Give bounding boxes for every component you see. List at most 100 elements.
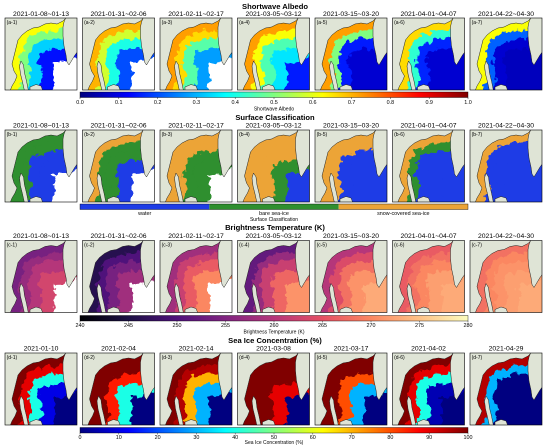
map-clip-group (82, 130, 155, 202)
panel-date-label: 2021-04-22~04-30 (478, 233, 534, 240)
kamchatka-land (295, 240, 310, 288)
map-frame-group: (b-5) (314, 129, 388, 203)
kamchatka-land (527, 353, 542, 401)
panel-frame (314, 17, 388, 91)
hokkaido-land (262, 306, 276, 313)
panel-frame (392, 17, 465, 91)
colorbar-tick-label: 0.5 (270, 100, 278, 106)
hokkaido-land (29, 419, 43, 425)
mainland-land (470, 130, 531, 202)
sakhalin-land (251, 172, 262, 202)
colorbar-outline (79, 91, 469, 98)
colorbar-tick-label: 1.0 (464, 100, 472, 106)
colorbar-tick-label: 275 (415, 323, 424, 329)
mainland-land (160, 18, 221, 90)
colorbar-tick-label: 0 (79, 435, 82, 441)
panel-frame (392, 352, 465, 426)
sakhalin-land (174, 283, 184, 313)
map-frame-group: (a-5) (314, 17, 388, 91)
panel-frame (82, 240, 155, 313)
colorbar-segment (338, 204, 468, 210)
map-clip-group (5, 130, 77, 202)
panel-label: (d-3) (162, 355, 173, 361)
hokkaido-land (417, 84, 431, 90)
panel-label: (a-6) (394, 20, 405, 26)
sakhalin-land (406, 395, 417, 425)
panel-date-label: 2021-02-11~02-17 (168, 123, 224, 130)
map-clip-group (392, 353, 465, 425)
map-clip-group (470, 240, 542, 313)
kamchatka-land (295, 18, 310, 66)
map-frame-group: (c-6) (392, 240, 465, 313)
colorbar-tick-label: 0.4 (231, 100, 239, 106)
mainland-land (392, 18, 454, 90)
panel-label: (d-1) (7, 355, 18, 361)
map-clip-group (392, 130, 465, 202)
map-frame-group: (d-5) (314, 352, 388, 426)
map-frame-group: (d-2) (82, 352, 155, 426)
colorbar-outline (79, 203, 469, 210)
panel-date-label: 2021-03-15~03-20 (323, 233, 379, 240)
kamchatka-land (372, 353, 387, 401)
colorbar-category-label: water (137, 211, 151, 217)
colorbar-tick-label: 30 (193, 435, 199, 441)
panel-label: (a-4) (239, 20, 250, 26)
map-clip-group (470, 353, 542, 425)
map-frame-group: (b-7) (469, 129, 543, 203)
map-frame-group: (c-1) (4, 240, 78, 313)
kamchatka-land (62, 130, 77, 178)
hokkaido-land (417, 306, 431, 313)
colorbar-tick-label: 270 (367, 323, 376, 329)
panel-label: (d-5) (317, 355, 328, 361)
mainland-land (5, 353, 66, 425)
panel-frame (469, 129, 543, 203)
panel-frame (82, 352, 155, 426)
kamchatka-land (217, 353, 232, 401)
map-panel: 2021-03-05~03-12 (b-4) (237, 123, 310, 203)
map-clip-group (5, 18, 77, 90)
map-frame-group: (a-4) (237, 17, 310, 91)
mainland-land (5, 18, 66, 90)
colorbar-tick-label: 0.9 (425, 100, 433, 106)
panel-label: (c-5) (317, 243, 328, 249)
map-clip-group (160, 240, 232, 313)
mainland-land (392, 240, 454, 313)
hokkaido-land (29, 196, 43, 202)
map-panel: 2021-04-01~04-07 (a-6) (392, 11, 465, 91)
mainland-land (470, 18, 531, 90)
hokkaido-land (184, 196, 198, 202)
mainland-land (82, 130, 144, 202)
map-panel: 2021-04-01~04-07 (b-6) (392, 123, 465, 203)
panel-date-label: 2021-03-05~03-12 (245, 123, 301, 130)
colorbar-tick-label: 10 (116, 435, 122, 441)
kamchatka-land (140, 18, 155, 66)
panel-date-label: 2021-03-08 (256, 346, 291, 353)
map-panel: 2021-02-11~02-17 (a-3) (159, 11, 233, 91)
sakhalin-land (96, 395, 107, 425)
mainland-land (5, 130, 66, 202)
map-clip-group (315, 130, 387, 202)
panel-label: (b-7) (472, 132, 483, 138)
kamchatka-land (372, 130, 387, 178)
colorbar-tick-label: 280 (464, 323, 473, 329)
map-clip-group (160, 353, 232, 425)
hokkaido-land (494, 306, 508, 313)
panel-label: (d-6) (394, 355, 405, 361)
colorbar: 240 245 250 255 260 265 270 275 280 (76, 315, 473, 329)
sakhalin-land (484, 283, 494, 313)
hokkaido-land (339, 84, 353, 90)
panel-date-label: 2021-03-15~03-20 (323, 11, 379, 18)
kamchatka-land (372, 18, 387, 66)
mainland-land (470, 240, 531, 313)
panel-label: (b-2) (84, 132, 95, 138)
panel-frame (469, 17, 543, 91)
panel-label: (c-3) (162, 243, 173, 249)
sakhalin-land (19, 395, 29, 425)
mainland-land (237, 240, 299, 313)
map-frame-group: (b-3) (159, 129, 233, 203)
map-panel: 2021-04-01~04-07 (c-6) (392, 233, 465, 313)
panel-label: (b-3) (162, 132, 173, 138)
panel-label: (b-4) (239, 132, 250, 138)
mainland-land (315, 353, 376, 425)
